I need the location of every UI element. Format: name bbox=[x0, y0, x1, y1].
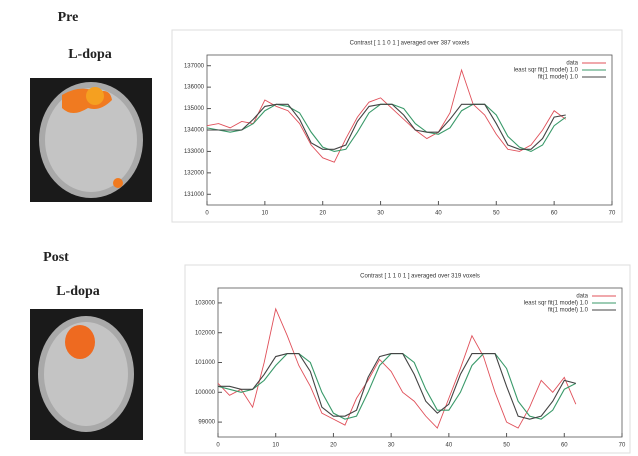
legend-label: data bbox=[566, 61, 578, 67]
x-tick-label: 50 bbox=[503, 443, 510, 449]
x-tick-label: 30 bbox=[388, 443, 395, 449]
y-tick-label: 136000 bbox=[184, 85, 205, 91]
y-tick-label: 135000 bbox=[184, 106, 205, 112]
chart-title: Contrast [ 1 1 0 1 ] averaged over 319 v… bbox=[360, 274, 480, 280]
y-tick-label: 99000 bbox=[198, 420, 215, 426]
panel-label: Pre bbox=[58, 10, 79, 25]
y-tick-label: 132000 bbox=[184, 170, 205, 176]
x-tick-label: 70 bbox=[619, 443, 626, 449]
panel-label: L-dopa bbox=[68, 47, 112, 62]
y-tick-label: 100000 bbox=[195, 390, 216, 396]
x-tick-label: 10 bbox=[272, 443, 279, 449]
y-tick-label: 131000 bbox=[184, 192, 205, 198]
y-tick-label: 101000 bbox=[195, 360, 216, 366]
y-tick-label: 134000 bbox=[184, 128, 205, 134]
x-tick-label: 40 bbox=[435, 211, 442, 217]
chart-frame bbox=[185, 265, 630, 453]
panel-label: Post bbox=[43, 250, 69, 265]
x-tick-label: 20 bbox=[319, 211, 326, 217]
legend-label: fit(1 model) 1.0 bbox=[548, 308, 589, 314]
x-tick-label: 60 bbox=[561, 443, 568, 449]
legend-label: least sqr fit(1 model) 1.0 bbox=[514, 68, 579, 74]
y-tick-label: 103000 bbox=[195, 300, 216, 306]
legend-label: least sqr fit(1 model) 1.0 bbox=[524, 301, 589, 307]
brain-image bbox=[30, 309, 143, 440]
x-tick-label: 40 bbox=[446, 443, 453, 449]
x-tick-label: 30 bbox=[377, 211, 384, 217]
figure: Pre L-dopa Post L-dopa Contrast [ 1 1 0 … bbox=[0, 0, 638, 456]
panel-label: L-dopa bbox=[56, 284, 100, 299]
x-tick-label: 50 bbox=[493, 211, 500, 217]
y-tick-label: 102000 bbox=[195, 330, 216, 336]
legend-label: data bbox=[576, 294, 588, 300]
x-tick-label: 10 bbox=[262, 211, 269, 217]
y-tick-label: 133000 bbox=[184, 149, 205, 155]
brain-image bbox=[30, 78, 152, 202]
x-tick-label: 60 bbox=[551, 211, 558, 217]
x-tick-label: 20 bbox=[330, 443, 337, 449]
legend-label: fit(1 model) 1.0 bbox=[538, 75, 579, 81]
x-tick-label: 70 bbox=[609, 211, 616, 217]
y-tick-label: 137000 bbox=[184, 63, 205, 69]
chart-title: Contrast [ 1 1 0 1 ] averaged over 387 v… bbox=[350, 41, 470, 47]
